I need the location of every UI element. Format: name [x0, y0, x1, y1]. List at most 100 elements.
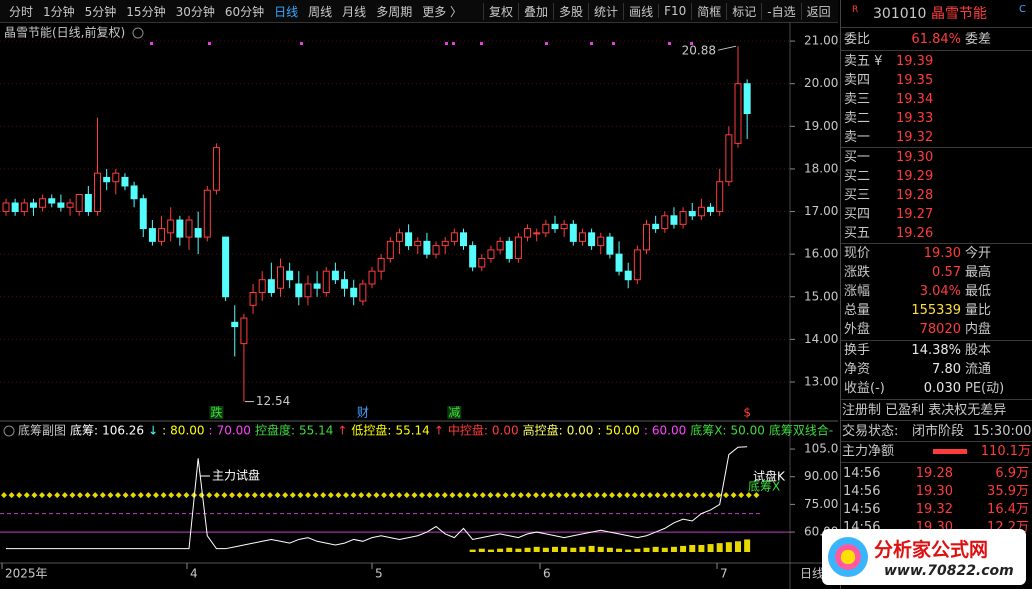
period-tab[interactable]: 多周期 — [376, 4, 413, 19]
period-tab[interactable]: 周线 — [308, 4, 333, 19]
level-diamond — [183, 492, 190, 499]
tool-button[interactable]: -自选 — [761, 2, 800, 20]
period-tab[interactable]: 5分钟 — [84, 4, 117, 19]
tool-button[interactable]: F10 — [658, 4, 691, 18]
candle-body — [386, 240, 394, 259]
candle-body — [167, 219, 175, 234]
stat-label: 换手 — [844, 343, 871, 358]
level-diamond — [403, 492, 410, 499]
tool-button[interactable]: 复权 — [483, 2, 518, 20]
candle-body — [240, 317, 248, 345]
period-tab[interactable]: 60分钟 — [224, 4, 265, 19]
tool-button[interactable]: 叠加 — [518, 2, 553, 20]
candle-body — [148, 228, 156, 242]
level-diamond — [616, 492, 623, 499]
candle-body — [606, 236, 614, 255]
sub-menu-icon — [3, 425, 15, 437]
tick-time: 14:56 — [843, 466, 881, 481]
stat-value: 14.38% — [911, 343, 961, 358]
signal-dot — [445, 42, 448, 45]
level-diamond — [419, 492, 425, 499]
stat-value: 78020 — [919, 322, 961, 337]
volume-bar — [689, 544, 696, 552]
candle-body — [460, 232, 467, 247]
volume-bar — [478, 548, 485, 552]
volume-bar — [515, 548, 522, 552]
level-diamond — [39, 492, 45, 499]
stat-label: 量比 — [965, 303, 992, 318]
level-diamond — [115, 492, 121, 499]
indicator-name: 控盘度: — [255, 423, 295, 438]
candle-body — [103, 176, 111, 183]
candle-body — [341, 279, 349, 289]
candle-body — [487, 249, 495, 259]
tool-button[interactable]: 标记 — [726, 2, 761, 20]
level-diamond — [31, 492, 38, 499]
level-diamond — [77, 492, 83, 499]
level-diamond — [639, 492, 646, 499]
tool-button[interactable]: 返回 — [800, 2, 836, 20]
tool-button[interactable]: 统计 — [588, 2, 623, 20]
row-label: 委比 — [844, 32, 871, 47]
candle-body — [20, 202, 28, 213]
level-diamond — [533, 492, 539, 499]
y-tick-label: 20.00 — [804, 76, 838, 90]
level-diamond — [229, 492, 235, 499]
x-tick-label: 5 — [375, 567, 383, 581]
period-tab[interactable]: 30分钟 — [175, 4, 215, 19]
period-tab[interactable]: 1分钟 — [43, 4, 75, 19]
period-tab[interactable]: 日线 — [274, 4, 299, 19]
stat-label: 股本 — [965, 343, 992, 358]
signal-dot — [545, 42, 548, 45]
candle-body — [643, 223, 650, 251]
candle-body — [377, 257, 385, 272]
level-diamond — [335, 492, 342, 499]
tool-button[interactable]: 简框 — [691, 2, 726, 20]
candle-body — [542, 223, 550, 234]
tick-volume: 35.9万 — [987, 484, 1029, 499]
candle-body — [11, 202, 19, 213]
level-diamond — [624, 492, 631, 499]
period-tab[interactable]: 月线 — [342, 4, 367, 19]
level-diamond — [213, 492, 220, 499]
indicator-name: 底筹双线合- — [769, 423, 833, 438]
level-diamond — [259, 492, 266, 499]
bid-label: 买二 — [844, 169, 871, 184]
period-tabs: 分时 1分钟 5分钟 15分钟 30分钟 60分钟 日线 周线 月线 多周期 更多 〉 — [4, 0, 467, 22]
level-diamond — [358, 492, 365, 499]
period-tab[interactable]: 15分钟 — [126, 4, 166, 19]
candle-body — [688, 211, 696, 217]
level-diamond — [175, 492, 182, 499]
bid-label: 买一 — [844, 150, 871, 165]
volume-bar — [606, 547, 613, 552]
level-diamond — [84, 492, 91, 499]
candle-body — [551, 223, 559, 230]
indicator-name: : — [209, 424, 213, 438]
volume-bar — [533, 546, 540, 552]
level-diamond — [350, 492, 357, 499]
tool-button[interactable]: 画线 — [623, 2, 658, 20]
level-diamond — [289, 492, 296, 499]
stat-label: 最高 — [965, 265, 992, 280]
period-tab[interactable]: 更多 〉 — [422, 4, 463, 19]
level-diamond — [236, 492, 243, 499]
candle-body — [231, 321, 239, 328]
sub-chart-title: 底筹副图 — [18, 423, 66, 438]
separator — [841, 420, 1032, 421]
candle-body — [670, 215, 678, 225]
period-tab[interactable]: 分时 — [9, 4, 34, 19]
level-diamond — [472, 492, 479, 499]
tick-volume: 16.4万 — [987, 502, 1029, 517]
tool-button[interactable]: 多股 — [553, 2, 588, 20]
indicator-value: 55.14 — [299, 424, 333, 438]
level-diamond — [753, 492, 760, 499]
indicator-value: 50.00 — [605, 424, 639, 438]
level-diamond — [700, 492, 707, 499]
signal-dot — [690, 42, 693, 45]
y-tick-label: 105.0 — [804, 442, 838, 456]
stock-name: 晶雪节能 — [931, 6, 987, 22]
volume-bar — [552, 546, 558, 552]
candle-body — [350, 287, 358, 298]
stat-value: 19.30 — [923, 246, 961, 261]
volume-bar — [707, 544, 714, 552]
